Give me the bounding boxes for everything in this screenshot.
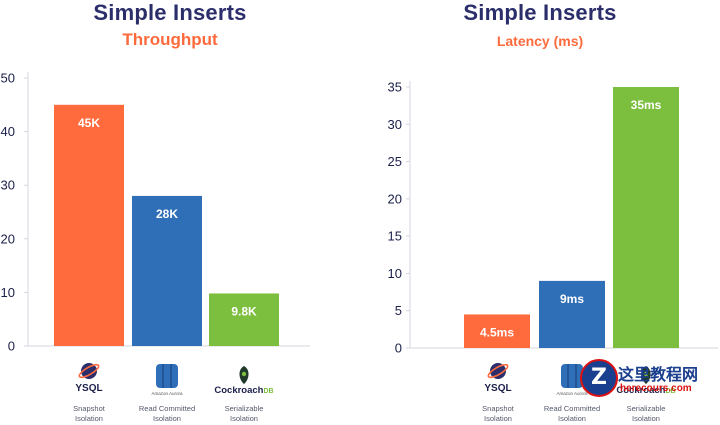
yugabyte-icon bbox=[81, 363, 97, 379]
y-tick-label: 0 bbox=[8, 339, 15, 354]
isolation-label: Isolation bbox=[230, 414, 258, 423]
isolation-label: Serializable bbox=[627, 404, 666, 413]
y-tick-label: 5 bbox=[395, 303, 402, 318]
isolation-label: Read Committed bbox=[544, 404, 600, 413]
latency-chart: 051015202530354.5ms9ms35msYSQLSnapshotIs… bbox=[388, 80, 718, 423]
isolation-label: Snapshot bbox=[482, 404, 515, 413]
watermark-url: herecours.com bbox=[620, 383, 692, 394]
bar-value-label: 9ms bbox=[560, 292, 584, 306]
cockroachdb-logo-text: CockroachDB bbox=[214, 385, 273, 396]
bar-value-label: 45K bbox=[78, 116, 100, 130]
throughput-chart: 0102030405045K28K9.8KYSQLSnapshotIsolati… bbox=[1, 71, 310, 423]
bar-1 bbox=[132, 195, 202, 346]
y-tick-label: 10 bbox=[1, 285, 15, 300]
chart-subtitle: Throughput bbox=[122, 30, 218, 49]
watermark-text: 这里教程网 bbox=[618, 365, 699, 384]
isolation-label: Isolation bbox=[153, 414, 181, 423]
y-tick-label: 30 bbox=[1, 178, 15, 193]
isolation-label: Isolation bbox=[632, 414, 660, 423]
bar-2 bbox=[613, 87, 679, 348]
watermark: 这里教程网 herecours.com bbox=[578, 357, 718, 407]
bar-2 bbox=[209, 293, 279, 346]
bar-1 bbox=[539, 280, 605, 348]
bar-value-label: 9.8K bbox=[231, 304, 257, 318]
y-tick-label: 20 bbox=[388, 191, 402, 206]
isolation-label: Isolation bbox=[558, 414, 586, 423]
cockroachdb-logo-text: CockroachDB bbox=[616, 385, 675, 396]
isolation-label: Snapshot bbox=[73, 404, 106, 413]
ysql-logo-text: YSQL bbox=[75, 383, 102, 394]
aurora-icon bbox=[561, 364, 583, 388]
latency-panel: Simple Inserts Latency (ms) 0 5 10 15 20 25 30… bbox=[360, 0, 720, 425]
isolation-label: Read Committed bbox=[139, 404, 195, 413]
bar-value-label: 4.5ms bbox=[480, 325, 514, 339]
watermark-logo-icon bbox=[580, 359, 618, 397]
y-tick-label: 10 bbox=[388, 266, 402, 281]
isolation-label: Serializable bbox=[225, 404, 264, 413]
chart-subtitle: Latency (ms) bbox=[496, 33, 584, 49]
y-tick-label: 15 bbox=[388, 229, 402, 244]
aurora-icon bbox=[156, 364, 178, 388]
bar-0 bbox=[54, 104, 124, 346]
y-tick-label: 40 bbox=[1, 124, 15, 139]
y-tick-label: 35 bbox=[388, 80, 402, 95]
chart-title: Simple Inserts bbox=[463, 0, 617, 25]
bar-value-label: 35ms bbox=[631, 98, 662, 112]
bar-value-label: 28K bbox=[156, 207, 178, 221]
bar-0 bbox=[464, 314, 530, 348]
y-tick-label: 20 bbox=[1, 231, 15, 246]
y-tick-label: 30 bbox=[388, 117, 402, 132]
ysql-logo-text: YSQL bbox=[484, 383, 511, 394]
aurora-logo-text: Amazon Aurora bbox=[556, 391, 588, 396]
yugabyte-icon bbox=[490, 363, 506, 379]
isolation-label: Isolation bbox=[484, 414, 512, 423]
chart-title: Simple Inserts bbox=[93, 0, 247, 25]
y-tick-label: 25 bbox=[388, 154, 402, 169]
y-tick-label: 0 bbox=[395, 341, 402, 356]
isolation-label: Isolation bbox=[75, 414, 103, 423]
y-tick-label: 50 bbox=[1, 71, 15, 86]
throughput-panel: Simple Inserts Throughput 0 10 20 30 40 50 45K… bbox=[1, 0, 310, 423]
aurora-logo-text: Amazon Aurora bbox=[151, 391, 183, 396]
